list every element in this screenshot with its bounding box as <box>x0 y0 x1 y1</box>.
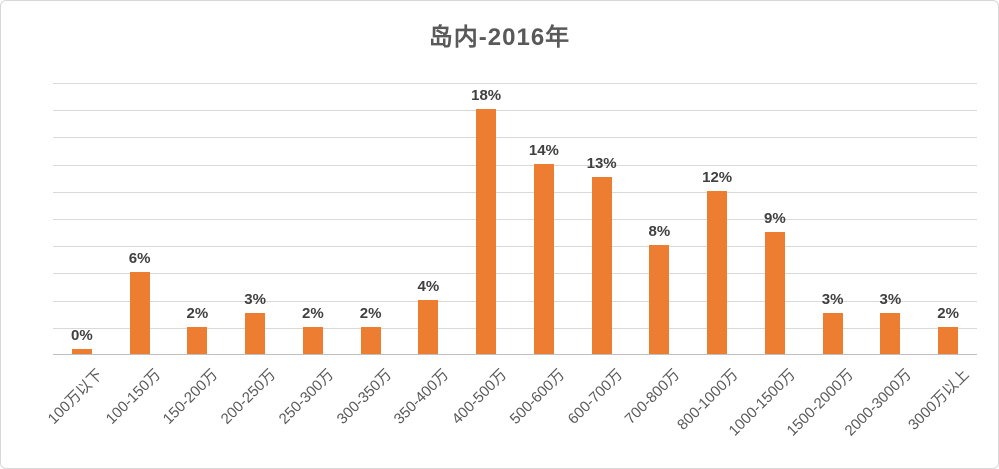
gridline <box>53 300 977 302</box>
bar <box>129 272 150 354</box>
bar <box>764 231 785 354</box>
bar-value-label: 6% <box>128 250 151 268</box>
bar-slot: 3% <box>226 83 284 354</box>
bar <box>187 326 208 354</box>
bar-value-label: 3% <box>879 291 902 309</box>
bar <box>71 349 92 354</box>
bar-value-label: 2% <box>359 304 382 322</box>
bar-slot: 12% <box>688 83 746 354</box>
bar <box>245 313 266 354</box>
bar-slot: 3% <box>862 83 920 354</box>
bar <box>880 313 901 354</box>
bar-value-label: 8% <box>648 223 671 241</box>
bar-slot: 4% <box>400 83 458 354</box>
bar <box>533 163 554 354</box>
bar-slot: 0% <box>53 83 111 354</box>
bar <box>591 177 612 354</box>
bar-value-label: 3% <box>244 291 266 309</box>
bar-value-label: 2% <box>302 304 324 322</box>
bar-slot: 9% <box>746 83 804 354</box>
bar-value-label: 2% <box>186 304 209 322</box>
bar-slot: 3% <box>804 83 862 354</box>
gridline <box>53 191 977 193</box>
bar-value-label: 2% <box>937 304 959 322</box>
bar <box>360 326 381 354</box>
x-tick-label: 500-600万 <box>506 366 569 428</box>
x-tick-label: 100万以下 <box>44 366 107 428</box>
bar-value-label: 12% <box>702 168 733 186</box>
x-tick-label: 100-150万 <box>102 366 164 428</box>
x-tick-label: 600-700万 <box>564 366 626 428</box>
bar-slot: 2% <box>342 83 400 354</box>
bar-value-label: 18% <box>471 87 502 105</box>
bar-value-label: 0% <box>71 327 93 345</box>
bar-value-label: 14% <box>528 141 559 159</box>
bar-slot: 14% <box>515 83 573 354</box>
x-tick-label: 350-400万 <box>390 366 453 428</box>
gridline <box>53 273 977 275</box>
bar-slot: 2% <box>284 83 342 354</box>
x-tick-label: 300-350万 <box>333 366 395 428</box>
gridline <box>53 137 977 139</box>
gridline <box>53 110 977 112</box>
bar-slot: 6% <box>111 83 169 354</box>
gridline <box>53 327 977 329</box>
bar <box>476 109 497 354</box>
bar-slot: 8% <box>631 83 689 354</box>
gridline <box>53 83 977 84</box>
bar <box>302 326 323 354</box>
chart-title: 岛内-2016年 <box>428 24 571 51</box>
bar-value-label: 13% <box>586 155 617 173</box>
bar-slot: 13% <box>573 83 631 354</box>
bar-value-label: 3% <box>821 291 844 309</box>
gridline <box>53 219 977 220</box>
x-tick-label: 400-500万 <box>448 366 511 428</box>
bar-value-label: 9% <box>764 209 786 227</box>
x-tick-label: 200-250万 <box>217 366 280 428</box>
bar <box>822 313 843 354</box>
bar-slot: 18% <box>457 83 515 354</box>
x-tick-label: 3000万以上 <box>904 366 973 434</box>
bar <box>418 299 439 354</box>
gridline <box>53 246 977 248</box>
bar-series: 0% 6% 2% 3% 2% 2% 4% 18% 14% 13% 8% 12% 9% 3% 3% 2% <box>53 83 977 354</box>
x-tick-label: 250-300万 <box>275 366 338 428</box>
bar-slot: 2% <box>919 83 977 354</box>
bar-slot: 2% <box>169 83 227 354</box>
plot-area: 0% 6% 2% 3% 2% 2% 4% 18% 14% 13% 8% 12% 9% 3% 3% 2% <box>53 83 977 355</box>
x-tick-label: 150-200万 <box>159 366 222 428</box>
bar-value-label: 4% <box>417 277 440 295</box>
x-axis: 100万以下 100-150万 150-200万 200-250万 250-300万 30… <box>44 356 977 468</box>
bar <box>938 326 959 354</box>
bar <box>707 190 728 354</box>
gridline <box>53 164 977 166</box>
bar <box>649 245 670 354</box>
